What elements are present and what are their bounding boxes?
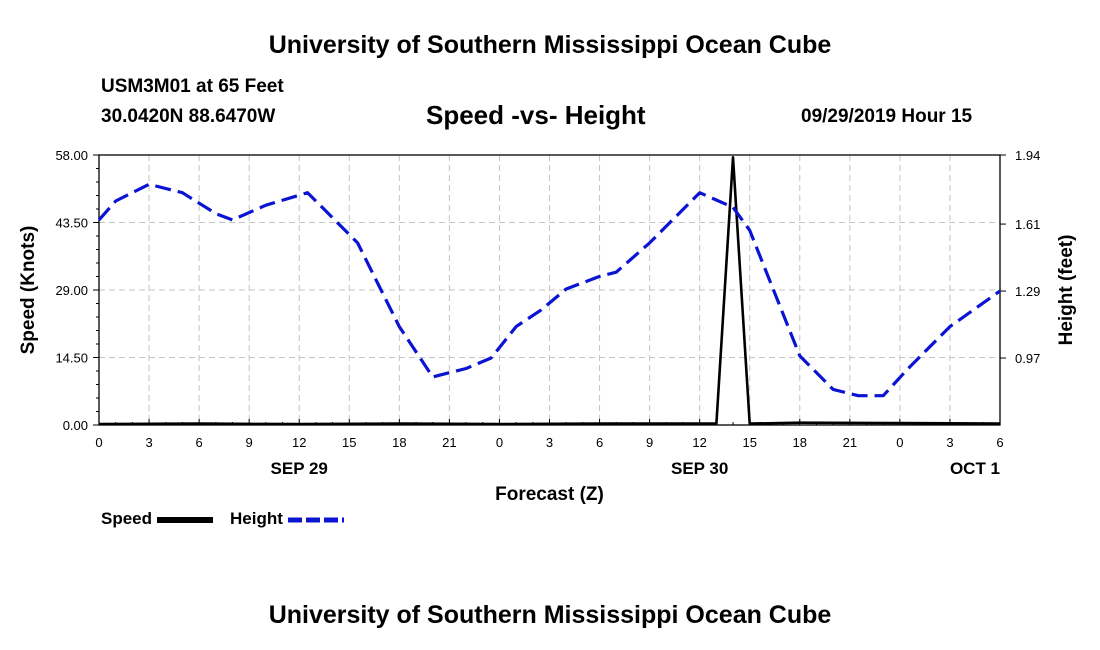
legend-speed-label: Speed bbox=[101, 509, 153, 528]
y-tick-label: 0.00 bbox=[63, 418, 88, 433]
x-tick-label: 21 bbox=[843, 435, 857, 450]
y2-tick-label: 1.94 bbox=[1015, 148, 1040, 163]
axis-labels: 0 3 6 9 12 15 18 21 0 3 6 9 12 15 18 21 0 3 6 0.00 14.50 29.0… bbox=[18, 148, 1077, 505]
x-date-label: SEP 30 bbox=[671, 459, 728, 478]
x-tick-label: 9 bbox=[246, 435, 253, 450]
x-tick-label: 9 bbox=[646, 435, 653, 450]
x-tick-label: 6 bbox=[996, 435, 1003, 450]
y-axis-title: Speed (Knots) bbox=[18, 226, 39, 355]
x-tick-label: 15 bbox=[342, 435, 356, 450]
x-tick-label: 18 bbox=[793, 435, 807, 450]
station-label: USM3M01 at 65 Feet bbox=[101, 76, 284, 97]
y2-tick-label: 1.29 bbox=[1015, 284, 1040, 299]
datetime-label: 09/29/2019 Hour 15 bbox=[801, 106, 973, 127]
top-title: University of Southern Mississippi Ocean… bbox=[268, 31, 832, 59]
x-tick-label: 3 bbox=[145, 435, 152, 450]
bottom-title: University of Southern Mississippi Ocean… bbox=[268, 601, 832, 629]
x-tick-label: 6 bbox=[195, 435, 202, 450]
x-tick-label: 12 bbox=[692, 435, 706, 450]
legend-height-swatch bbox=[288, 517, 344, 523]
x-date-label: SEP 29 bbox=[271, 459, 328, 478]
y2-tick-label: 0.97 bbox=[1015, 351, 1040, 366]
x-tick-label: 18 bbox=[392, 435, 406, 450]
coords-label: 30.0420N 88.6470W bbox=[101, 106, 276, 127]
x-axis-title: Forecast (Z) bbox=[495, 484, 604, 505]
y2-axis-title: Height (feet) bbox=[1056, 235, 1077, 346]
y-tick-label: 43.50 bbox=[55, 216, 88, 231]
y2-tick-label: 1.61 bbox=[1015, 217, 1040, 232]
x-tick-label: 6 bbox=[596, 435, 603, 450]
y-tick-label: 14.50 bbox=[55, 351, 88, 366]
x-tick-label: 12 bbox=[292, 435, 306, 450]
x-tick-label: 0 bbox=[95, 435, 102, 450]
legend-speed-swatch bbox=[157, 517, 213, 523]
x-date-label: OCT 1 bbox=[950, 459, 1000, 478]
legend-height-label: Height bbox=[230, 509, 283, 528]
x-tick-label: 0 bbox=[896, 435, 903, 450]
x-tick-label: 3 bbox=[946, 435, 953, 450]
y-tick-label: 58.00 bbox=[55, 148, 88, 163]
series-speed-line bbox=[98, 156, 1001, 426]
grid-lines bbox=[99, 155, 1000, 425]
speed-height-chart: 0 3 6 9 12 15 18 21 0 3 6 9 12 15 18 21 0 3 6 0.00 14.50 29.0… bbox=[18, 148, 1077, 505]
x-tick-label: 0 bbox=[496, 435, 503, 450]
x-tick-label: 15 bbox=[742, 435, 756, 450]
series-lines bbox=[97, 156, 1001, 426]
chart-subtitle: Speed -vs- Height bbox=[426, 100, 646, 130]
series-height-line bbox=[97, 182, 1001, 398]
y-tick-label: 29.00 bbox=[55, 283, 88, 298]
x-tick-label: 21 bbox=[442, 435, 456, 450]
x-tick-label: 3 bbox=[546, 435, 553, 450]
